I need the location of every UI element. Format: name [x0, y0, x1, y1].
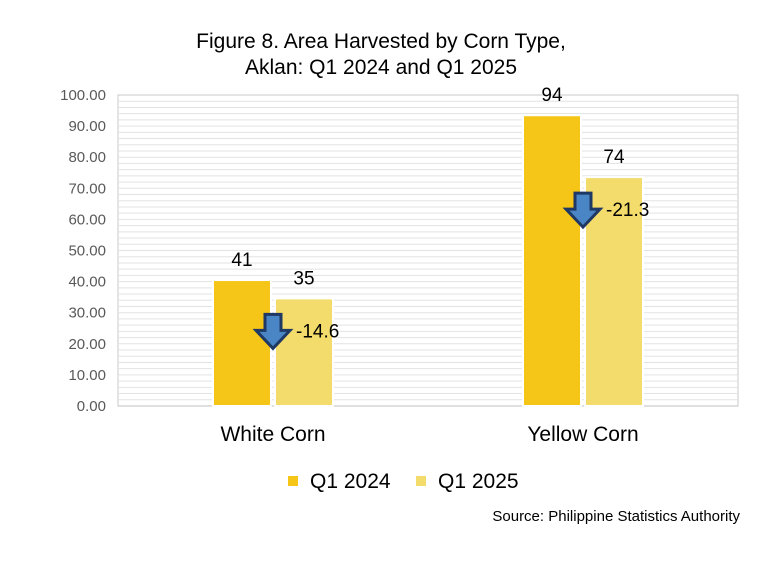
legend-swatch: [288, 476, 298, 486]
y-tick-label: 30.00: [68, 305, 106, 322]
change-label: -21.3: [606, 200, 649, 221]
y-tick-label: 50.00: [68, 243, 106, 260]
bar: [212, 279, 272, 408]
chart-title-line-1: Figure 8. Area Harvested by Corn Type,: [196, 30, 566, 53]
chart-title-line-2: Aklan: Q1 2024 and Q1 2025: [244, 56, 518, 79]
y-tick-label: 60.00: [68, 211, 106, 228]
plot-area: 0.00 10.00 20.00 30.00 40.00 50.00 60.00 70.00 8…: [60, 85, 739, 493]
source-note: Source: Philippine Statistics Authority: [492, 508, 740, 525]
data-label: 35: [293, 268, 314, 289]
y-tick-label: 80.00: [68, 149, 106, 166]
down-arrow-icon: [252, 312, 294, 351]
y-tick-label: 20.00: [68, 336, 106, 353]
x-category-label: White Corn: [220, 423, 325, 446]
bar: [522, 114, 582, 407]
down-arrow-icon: [562, 191, 604, 230]
x-category-label: Yellow Corn: [527, 423, 638, 446]
legend-label: Q1 2025: [438, 470, 519, 493]
data-label: 94: [541, 85, 563, 106]
y-tick-label: 10.00: [68, 367, 106, 384]
y-tick-label: 40.00: [68, 274, 106, 291]
y-tick-label: 70.00: [68, 180, 106, 197]
data-label: 74: [603, 147, 625, 168]
legend-label: Q1 2024: [310, 470, 391, 493]
change-label: -14.6: [296, 321, 339, 342]
arrow-shape: [562, 191, 604, 230]
arrow-shape: [252, 312, 294, 351]
bar: [274, 297, 334, 408]
y-tick-label: 100.00: [60, 87, 106, 104]
data-label: 41: [231, 250, 252, 271]
y-tick-label: 0.00: [77, 398, 106, 415]
y-tick-label: 90.00: [68, 118, 106, 135]
legend-swatch: [416, 476, 426, 486]
